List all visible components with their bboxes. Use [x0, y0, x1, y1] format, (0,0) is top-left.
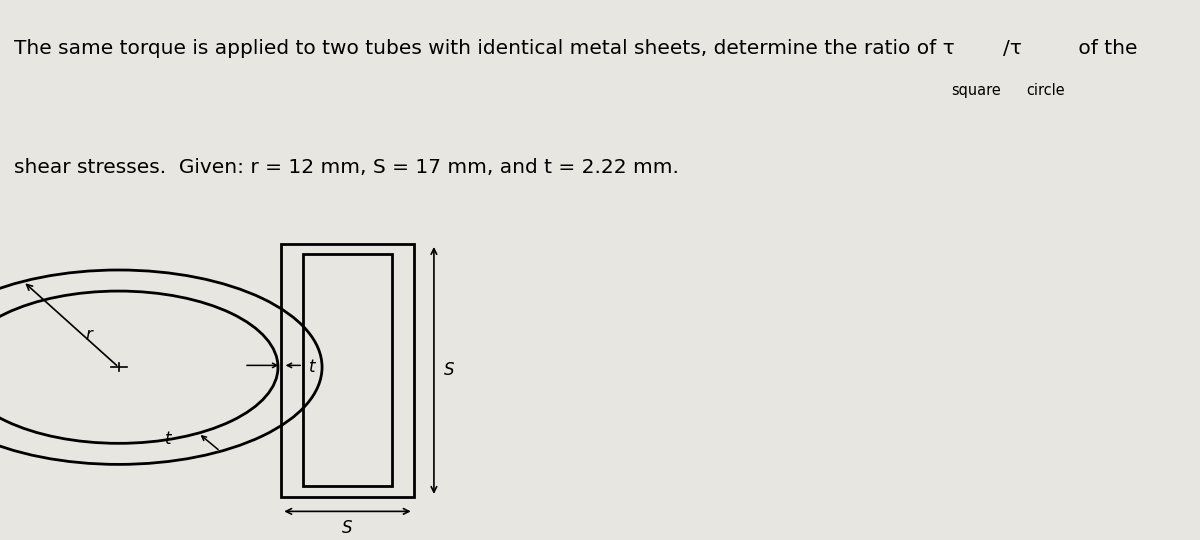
Text: t: t — [166, 430, 172, 448]
Text: square: square — [952, 83, 1001, 98]
Text: S: S — [444, 361, 455, 380]
Bar — [304, 254, 392, 487]
Text: The same torque is applied to two tubes with identical metal sheets, determine t: The same torque is applied to two tubes … — [14, 39, 955, 58]
Text: S: S — [342, 518, 353, 537]
Bar — [281, 244, 414, 497]
Text: /τ: /τ — [1003, 39, 1022, 58]
Text: of the: of the — [1072, 39, 1138, 58]
Text: circle: circle — [1026, 83, 1064, 98]
Text: shear stresses.  Given: r = 12 mm, S = 17 mm, and t = 2.22 mm.: shear stresses. Given: r = 12 mm, S = 17… — [14, 158, 679, 177]
Text: r: r — [86, 326, 92, 344]
Text: t: t — [308, 358, 314, 376]
